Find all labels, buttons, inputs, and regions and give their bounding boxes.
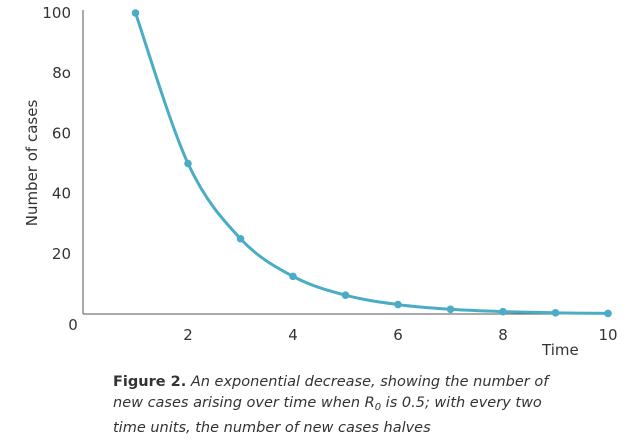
series-line-0 [134,11,610,315]
y-tick-label-100: 100 [42,4,71,22]
caption-text-before: An exponential decrease, showing the num… [113,374,549,411]
y-tick-label-20: 20 [52,245,71,263]
y-tick-label-80: 8o [52,64,71,82]
y-tick-label-40: 40 [52,185,71,203]
x-tick-label-6: 6 [393,326,403,344]
x-tick-label-10: 10 [598,326,617,344]
data-point-5 [341,291,350,299]
x-tick-label-0: 0 [68,316,78,334]
data-point-3 [236,234,245,243]
chart-tick-labels: 20 40 60 8o 100 0 2 4 6 8 10 [42,4,617,344]
data-point-4 [289,272,297,281]
y-axis-title: Number of cases [23,100,41,227]
data-point-7 [446,305,455,314]
chart-axes [82,10,610,315]
data-point-2 [184,159,192,168]
data-point-10 [604,309,612,318]
data-point-9 [551,309,560,317]
x-axis-title: Time [541,341,579,359]
chart-series-layer [131,9,612,318]
caption-label: Figure 2. [113,374,187,390]
data-point-8 [499,307,507,316]
data-point-1 [131,9,140,17]
caption-text-after: is 0.5; with every two time units, the n… [113,395,542,436]
y-tick-label-60: 60 [52,124,71,142]
line-chart: 20 40 60 8o 100 0 2 4 6 8 10 Number of cases Time [23,4,618,359]
x-tick-label-4: 4 [288,326,298,344]
figure-caption: Figure 2. An exponential decrease, showi… [113,372,553,439]
x-tick-label-8: 8 [498,326,508,344]
caption-subscript: 0 [374,402,382,413]
x-tick-label-2: 2 [183,326,193,344]
data-point-6 [394,300,402,309]
